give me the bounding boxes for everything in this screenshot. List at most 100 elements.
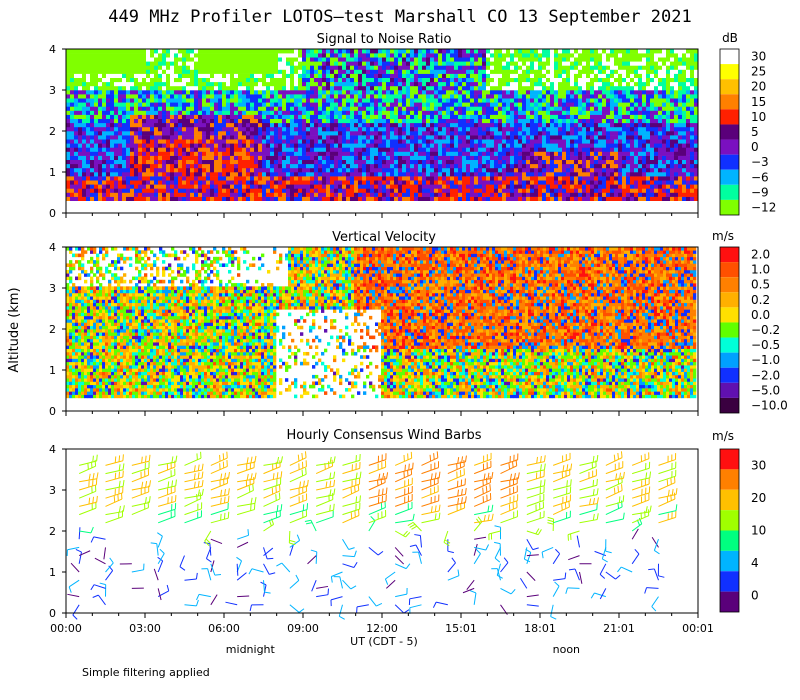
snr-cell: [102, 159, 107, 165]
snr-cell: [474, 139, 479, 144]
snr-cell: [190, 167, 195, 173]
snr-cell: [334, 155, 339, 160]
snr-cell: [186, 151, 191, 156]
snr-cell: [470, 65, 475, 70]
snr-cell: [130, 57, 135, 62]
snr-cell: [270, 114, 275, 119]
snr-cell: [406, 131, 411, 136]
snr-cell: [170, 57, 175, 62]
snr-cell: [94, 131, 99, 136]
snr-cell: [418, 143, 423, 148]
snr-heatmap: [66, 49, 699, 201]
snr-cell: [438, 176, 443, 181]
snr-cell: [198, 98, 203, 103]
snr-cell: [494, 65, 499, 70]
snr-cell: [186, 118, 191, 124]
snr-cell: [86, 110, 91, 115]
snr-cell: [602, 85, 607, 91]
snr-cell: [546, 167, 551, 173]
snr-cell: [430, 61, 435, 66]
snr-cell: [338, 81, 343, 87]
snr-cell: [250, 61, 255, 66]
snr-cell: [162, 126, 167, 132]
snr-cell: [594, 135, 599, 140]
snr-cell: [302, 143, 307, 148]
snr-cell: [330, 135, 335, 140]
snr-cell: [334, 114, 339, 119]
snr-cell: [94, 94, 99, 99]
snr-cell: [262, 135, 267, 140]
snr-cell: [454, 131, 459, 136]
snr-cell: [170, 180, 175, 185]
snr-cell: [438, 163, 443, 169]
snr-cell: [362, 114, 367, 119]
snr-cell: [282, 172, 287, 177]
snr-cell: [158, 139, 163, 144]
snr-cell: [434, 155, 439, 160]
snr-cell: [110, 110, 115, 115]
snr-cell: [138, 143, 143, 148]
snr-cell: [270, 176, 275, 181]
snr-cell: [206, 196, 211, 201]
snr-cell: [382, 98, 387, 103]
snr-cell: [166, 143, 171, 148]
snr-cell: [150, 151, 155, 156]
snr-cell: [590, 192, 595, 197]
snr-cell: [306, 57, 311, 62]
snr-cell: [298, 53, 303, 58]
snr-cell: [106, 65, 111, 70]
snr-cell: [210, 114, 215, 119]
snr-cell: [390, 196, 395, 201]
snr-cell: [354, 192, 359, 197]
snr-cell: [598, 188, 603, 193]
snr-cell: [118, 172, 123, 177]
snr-cell: [602, 167, 607, 173]
snr-cell: [566, 53, 571, 58]
snr-cell: [542, 155, 547, 160]
snr-cell: [562, 155, 567, 160]
snr-cell: [482, 106, 487, 111]
snr-cell: [162, 49, 167, 54]
snr-cell: [222, 94, 227, 99]
snr-cell: [450, 118, 455, 124]
snr-cell: [230, 81, 235, 87]
snr-cell: [290, 172, 295, 177]
snr-cell: [550, 73, 555, 78]
snr-cell: [82, 163, 87, 169]
snr-cell: [566, 163, 571, 169]
snr-cell: [154, 147, 159, 152]
snr-cell: [498, 188, 503, 193]
snr-cell: [226, 94, 231, 99]
snr-cell: [570, 122, 575, 128]
snr-cell: [498, 155, 503, 160]
snr-cell: [262, 172, 267, 177]
snr-cell: [346, 139, 351, 144]
snr-cell: [130, 159, 135, 165]
snr-cell: [402, 53, 407, 58]
snr-cell: [506, 147, 511, 152]
snr-cell: [542, 90, 547, 95]
snr-cell: [338, 196, 343, 201]
snr-cell: [266, 155, 271, 160]
snr-cell: [318, 61, 323, 66]
snr-cell: [506, 61, 511, 66]
snr-cell: [362, 172, 367, 177]
snr-cell: [370, 188, 375, 193]
snr-cell: [550, 85, 555, 91]
snr-cell: [102, 155, 107, 160]
snr-cell: [450, 122, 455, 128]
snr-cell: [270, 94, 275, 99]
snr-cell: [202, 90, 207, 95]
snr-cell: [126, 49, 131, 54]
snr-cell: [278, 155, 283, 160]
snr-cell: [582, 188, 587, 193]
snr-cell: [262, 196, 267, 201]
snr-cell: [526, 73, 531, 78]
snr-cell: [314, 110, 319, 115]
snr-cell: [490, 77, 495, 83]
snr-cell: [566, 139, 571, 144]
snr-cell: [222, 85, 227, 91]
snr-cell: [458, 155, 463, 160]
snr-cell: [334, 176, 339, 181]
snr-cell: [178, 196, 183, 201]
